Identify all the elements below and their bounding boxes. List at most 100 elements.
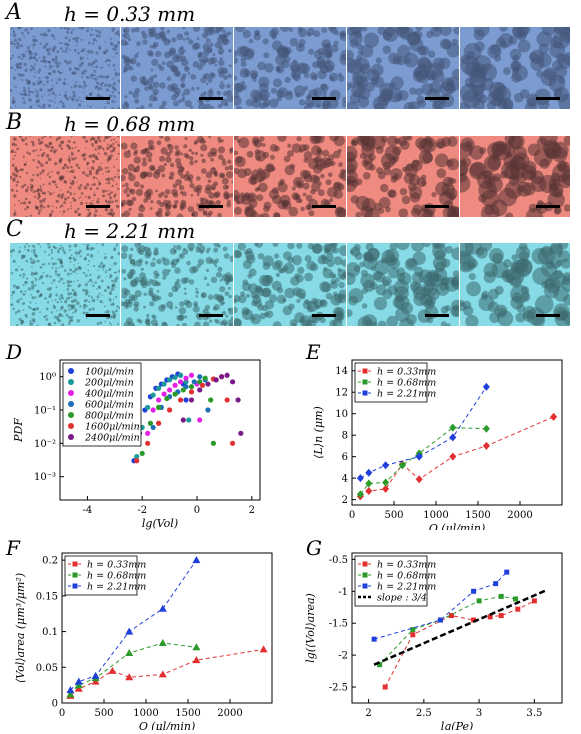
legend-marker xyxy=(72,561,78,567)
scale-bar xyxy=(86,205,110,208)
data-point xyxy=(125,673,134,681)
y-tick-label: 10⁻¹ xyxy=(34,406,56,417)
data-point xyxy=(224,372,230,378)
micrograph-tile xyxy=(347,243,459,326)
data-point xyxy=(145,440,151,446)
data-point xyxy=(199,382,206,388)
legend-label: h = 0.68mm xyxy=(377,378,436,389)
data-point xyxy=(197,387,203,393)
data-point xyxy=(365,468,373,477)
legend-label: 2400μl/min xyxy=(84,433,140,444)
row-c-letter: C xyxy=(6,217,23,242)
data-point xyxy=(410,632,416,638)
chart-d: -4 -2 0 2 10⁻³ 10⁻² 10⁻¹ 10⁰ lg(Vol) PDF 100μl/min… xyxy=(12,359,261,530)
x-axis-label: Q (μl/min) xyxy=(139,720,196,730)
data-point xyxy=(74,677,83,685)
data-point xyxy=(134,458,140,464)
data-point xyxy=(188,397,195,403)
row-a-letter: A xyxy=(6,0,22,25)
data-point xyxy=(166,377,173,383)
data-point xyxy=(134,453,140,460)
legend-label: 600μl/min xyxy=(85,400,134,411)
y-tick-label: 10⁰ xyxy=(39,372,56,383)
data-point xyxy=(382,484,390,493)
legend-label: 1600μl/min xyxy=(85,422,140,433)
micrograph-tile xyxy=(460,243,570,326)
data-point xyxy=(147,420,154,426)
data-point xyxy=(493,581,499,587)
legend-label: h = 0.33mm xyxy=(377,560,436,571)
data-point xyxy=(192,643,201,651)
x-tick-label: 1000 xyxy=(133,708,158,719)
legend-marker xyxy=(68,390,74,396)
legend-label: h = 0.68mm xyxy=(87,571,146,582)
legend-marker xyxy=(362,390,368,396)
y-axis-label: ⟨Vol⟩area (μm³/μm²) xyxy=(14,573,27,683)
data-point xyxy=(161,381,167,387)
legend-marker xyxy=(72,583,78,589)
row-b-letter: B xyxy=(6,110,23,135)
data-point xyxy=(224,397,230,403)
data-point xyxy=(437,617,443,623)
series-h-0-33mm xyxy=(66,645,268,699)
scale-bar xyxy=(425,314,449,317)
data-point xyxy=(180,417,186,423)
scale-bar xyxy=(312,205,336,208)
legend-marker xyxy=(362,572,368,578)
y-tick-label: 0 xyxy=(52,699,58,710)
y-tick-label: 0.1 xyxy=(42,627,58,638)
data-point xyxy=(482,382,490,391)
data-point xyxy=(213,377,219,383)
panel-label-d: D xyxy=(6,340,23,364)
scale-bar xyxy=(199,97,223,100)
legend-label: 800μl/min xyxy=(85,411,134,422)
micrograph-tile xyxy=(10,243,120,326)
x-tick-label: 3.5 xyxy=(526,708,542,719)
data-point xyxy=(74,684,83,692)
x-tick-label: 0 xyxy=(349,510,355,521)
series-h-2-21mm xyxy=(66,556,201,694)
data-point xyxy=(172,391,178,397)
data-point xyxy=(150,407,156,413)
series-2400-l-min xyxy=(180,372,244,436)
data-point xyxy=(125,649,134,656)
x-tick-label: 2000 xyxy=(217,708,242,719)
data-point xyxy=(205,407,211,413)
legend-label: h = 2.21mm xyxy=(87,582,146,593)
series-h-0-33mm xyxy=(382,598,537,690)
data-point xyxy=(156,385,162,391)
legend-marker xyxy=(68,412,74,418)
data-point xyxy=(156,420,162,426)
data-point xyxy=(356,474,364,483)
series-slope-3-4 xyxy=(373,589,546,666)
data-point xyxy=(382,478,390,487)
data-point xyxy=(365,487,373,496)
y-tick-label: -1 xyxy=(338,587,348,598)
data-point xyxy=(91,671,100,679)
y-tick-label: 6 xyxy=(342,452,348,463)
chart-f: 0 500 1000 1500 2000 0 0.05 0.1 0.15 0.2 Q (μl/min… xyxy=(14,552,273,730)
x-tick-label: 0 xyxy=(59,708,65,719)
data-point xyxy=(197,417,203,423)
scale-bar xyxy=(86,97,110,100)
micrograph-tile xyxy=(460,136,570,217)
y-tick-label: 10 xyxy=(335,409,348,420)
micrograph-tile xyxy=(121,243,233,326)
micrograph-tile xyxy=(10,136,120,217)
x-axis-label: lg(Pe) xyxy=(441,720,474,730)
scale-bar xyxy=(86,314,110,317)
micrograph-tile xyxy=(10,27,120,109)
data-point xyxy=(205,381,211,387)
data-point xyxy=(365,479,373,488)
panel-label-f: F xyxy=(6,536,20,560)
y-tick-label: 12 xyxy=(335,388,348,399)
data-point xyxy=(449,452,457,461)
data-point xyxy=(183,375,189,381)
data-point xyxy=(188,372,195,378)
series-h-0-68mm xyxy=(356,423,490,499)
x-tick-label: 1500 xyxy=(175,708,200,719)
data-point xyxy=(482,424,490,433)
series-line xyxy=(373,589,546,666)
row-c-title: h = 2.21 mm xyxy=(64,219,196,243)
